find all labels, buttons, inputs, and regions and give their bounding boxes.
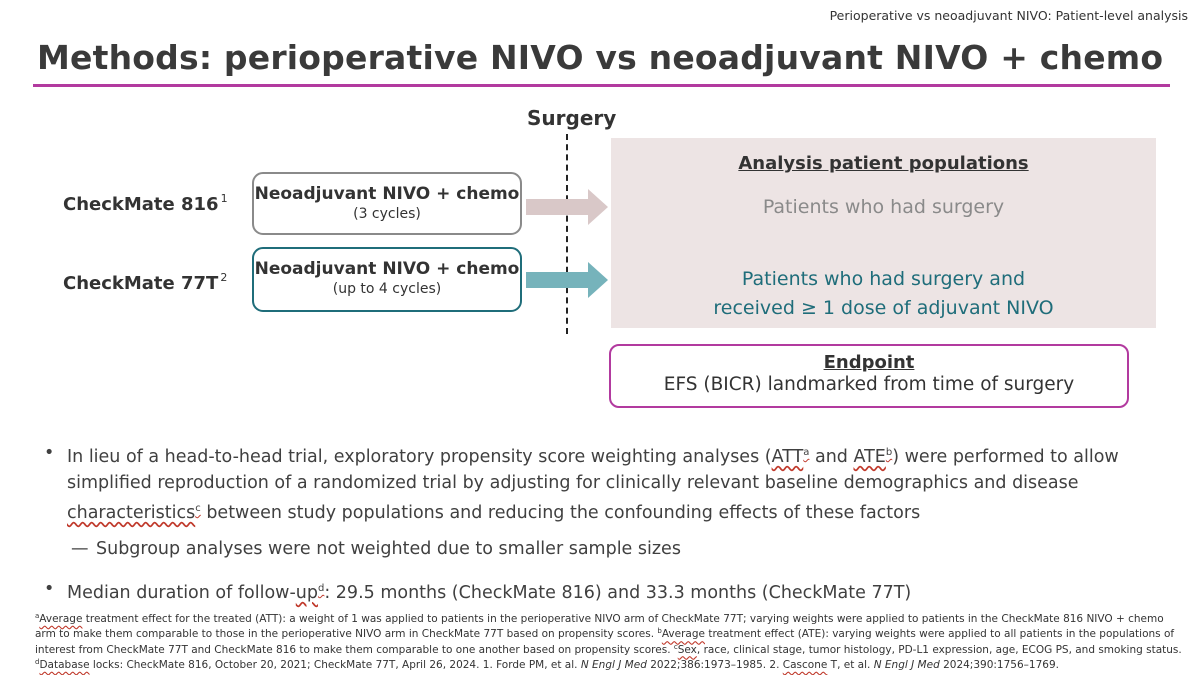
- surgery-label: Surgery: [527, 106, 617, 130]
- bullet-text: and: [809, 447, 854, 467]
- footnote-text: treatment effect for the treated (ATT): …: [35, 613, 1164, 641]
- populations-title: Analysis patient populations: [738, 153, 1029, 174]
- arm-cycles: (up to 4 cycles): [332, 281, 442, 297]
- footnote-marker: d: [35, 657, 40, 666]
- footnote-term: Database: [39, 658, 90, 671]
- footnote-term: Sex: [677, 643, 697, 656]
- bullet-dot-icon: •: [44, 443, 55, 463]
- bullet-text: : 29.5 months (CheckMate 816) and 33.3 m…: [324, 583, 912, 603]
- bullet-text: ) were performed to allow simplified rep…: [67, 447, 1119, 493]
- trial-name: CheckMate 816: [63, 194, 219, 215]
- footnote-term: Average: [39, 613, 83, 625]
- arm-title: Neoadjuvant NIVO + chemo: [254, 259, 520, 279]
- dash-icon: —: [71, 539, 89, 559]
- arrow-checkmate-816: [526, 189, 608, 225]
- trial-label-checkmate-77t: CheckMate 77T 2: [63, 271, 227, 294]
- footnote-text: treatment effect (ATE): varying weights …: [35, 628, 1175, 656]
- followup-term: up: [295, 583, 318, 603]
- footnote-marker: a: [35, 612, 40, 620]
- sub-bullet-text: Subgroup analyses were not weighted due …: [96, 539, 681, 559]
- population-77t-line2: received ≥ 1 dose of adjuvant NIVO: [713, 297, 1054, 319]
- footnote-term: Average: [661, 628, 705, 641]
- footnote-text: T, et al.: [827, 658, 874, 671]
- analysis-populations-panel: Analysis patient populations Patients wh…: [611, 138, 1156, 328]
- endpoint-box: Endpoint EFS (BICR) landmarked from time…: [609, 344, 1129, 408]
- bullet-text: Median duration of follow-: [67, 583, 296, 603]
- footnote-marker: b: [657, 627, 662, 636]
- arm-box-checkmate-816: Neoadjuvant NIVO + chemo (3 cycles): [252, 172, 522, 235]
- arm-title: Neoadjuvant NIVO + chemo: [254, 184, 520, 204]
- endpoint-text: EFS (BICR) landmarked from time of surge…: [663, 374, 1075, 395]
- footnote-marker: c: [673, 642, 678, 651]
- population-checkmate-816: Patients who had surgery: [762, 196, 1005, 218]
- page-title: Methods: perioperative NIVO vs neoadjuva…: [37, 38, 1164, 77]
- footnote-ref: a: [803, 447, 810, 458]
- endpoint-title: Endpoint: [823, 352, 915, 373]
- trial-name: CheckMate 77T: [63, 273, 219, 294]
- footnote-text: 2024;390:1756–1769.: [939, 658, 1059, 671]
- journal-name: N Engl J Med: [873, 658, 940, 671]
- trial-label-checkmate-816: CheckMate 816 1: [63, 192, 228, 215]
- title-divider: [33, 84, 1170, 87]
- sub-bullet-item: — Subgroup analyses were not weighted du…: [44, 536, 1174, 562]
- att-term: ATT: [771, 447, 804, 467]
- bullet-text: In lieu of a head-to-head trial, explora…: [67, 447, 772, 467]
- footnote-text: , race, clinical stage, tumor histology,…: [696, 643, 1182, 656]
- population-checkmate-77t: Patients who had surgery and received ≥ …: [611, 265, 1156, 323]
- author-name: Cascone: [782, 658, 828, 671]
- ate-term: ATE: [853, 447, 886, 467]
- trial-ref: 1: [220, 192, 228, 205]
- footnote-ref: d: [317, 583, 325, 594]
- population-77t-line1: Patients who had surgery and: [741, 268, 1026, 290]
- footnote-ref: c: [195, 503, 201, 514]
- characteristics-term: characteristics: [67, 503, 196, 523]
- footnote-ref: b: [885, 447, 893, 458]
- footnote-text: locks: CheckMate 816, October 20, 2021; …: [89, 658, 581, 671]
- arrow-checkmate-77t: [526, 262, 608, 298]
- bullet-list: • In lieu of a head-to-head trial, explo…: [44, 440, 1174, 606]
- slide-header-tag: Perioperative vs neoadjuvant NIVO: Patie…: [829, 8, 1188, 23]
- bullet-dot-icon: •: [44, 579, 55, 599]
- footnote-text: 2022;386:1973–1985. 2.: [646, 658, 783, 671]
- arm-cycles: (3 cycles): [353, 206, 421, 222]
- surgery-dashed-line: [566, 134, 568, 334]
- arm-box-checkmate-77t: Neoadjuvant NIVO + chemo (up to 4 cycles…: [252, 247, 522, 312]
- bullet-item: • In lieu of a head-to-head trial, explo…: [44, 440, 1174, 526]
- bullet-item: • Median duration of follow-upd: 29.5 mo…: [44, 576, 1174, 606]
- trial-ref: 2: [220, 271, 228, 284]
- footnotes: aAverage treatment effect for the treate…: [35, 610, 1185, 671]
- journal-name: N Engl J Med: [580, 658, 647, 671]
- bullet-text: between study populations and reducing t…: [200, 503, 921, 523]
